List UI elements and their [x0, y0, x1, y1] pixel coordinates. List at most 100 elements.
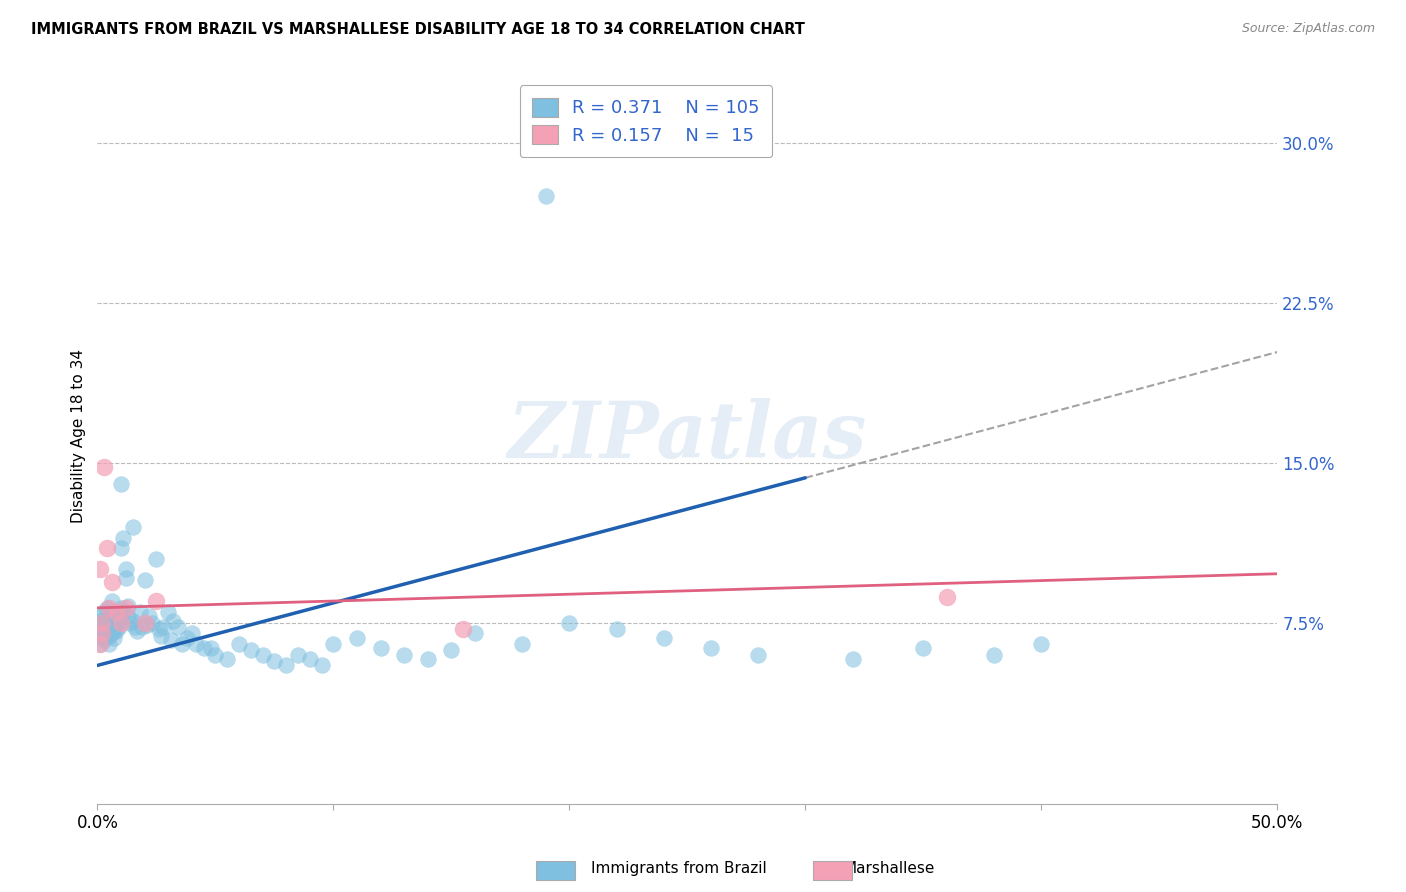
Point [110, 541, 132, 556]
Point [263, 654, 285, 668]
Point [107, 615, 129, 630]
Point [510, 637, 533, 651]
Point [89, 631, 111, 645]
Point [91, 629, 114, 643]
Point [121, 520, 143, 534]
Point [176, 631, 198, 645]
Point [134, 615, 156, 630]
Point [98, 629, 121, 643]
Point [558, 615, 581, 630]
Point [180, 626, 202, 640]
Point [392, 648, 415, 662]
Point [89, 637, 111, 651]
Point [100, 626, 122, 640]
Point [112, 605, 135, 619]
Point [150, 629, 173, 643]
Point [96, 600, 118, 615]
Point [93, 626, 115, 640]
Point [96, 620, 118, 634]
Point [162, 614, 184, 628]
Point [145, 551, 167, 566]
Point [100, 575, 122, 590]
Point [127, 624, 149, 639]
Text: Immigrants from Brazil: Immigrants from Brazil [591, 861, 766, 876]
Point [103, 631, 125, 645]
Point [100, 605, 122, 619]
Point [166, 620, 188, 634]
Point [204, 648, 226, 662]
Point [120, 615, 142, 630]
Point [464, 626, 486, 640]
Point [186, 637, 208, 651]
Point [93, 632, 115, 647]
Point [100, 614, 122, 628]
Point [322, 637, 344, 651]
Point [121, 614, 143, 628]
Point [105, 605, 128, 619]
Point [91, 615, 114, 630]
Point [200, 641, 222, 656]
Point [912, 641, 935, 656]
Point [98, 615, 121, 630]
Point [96, 629, 118, 643]
Point [370, 641, 392, 656]
Point [89, 626, 111, 640]
Point [311, 658, 333, 673]
Point [105, 611, 128, 625]
Point [93, 620, 115, 634]
Point [148, 622, 170, 636]
Point [131, 620, 153, 634]
Point [89, 637, 111, 651]
Point [605, 622, 627, 636]
Point [105, 624, 128, 639]
Point [110, 477, 132, 491]
Point [110, 600, 132, 615]
Point [103, 609, 125, 624]
Point [141, 615, 163, 630]
Point [652, 631, 675, 645]
Point [983, 648, 1005, 662]
Point [239, 643, 262, 657]
Point [107, 607, 129, 622]
Point [100, 594, 122, 608]
Point [98, 609, 121, 624]
Point [110, 615, 132, 630]
Point [114, 562, 136, 576]
Text: Marshallese: Marshallese [844, 861, 935, 876]
Point [135, 618, 157, 632]
Y-axis label: Disability Age 18 to 34: Disability Age 18 to 34 [72, 350, 86, 524]
Point [138, 609, 160, 624]
Point [107, 620, 129, 634]
Point [91, 626, 114, 640]
Point [276, 658, 298, 673]
Point [159, 632, 181, 647]
Point [451, 622, 474, 636]
Point [91, 622, 114, 636]
Point [157, 605, 180, 619]
Point [298, 652, 321, 666]
Point [100, 620, 122, 634]
Point [128, 605, 150, 619]
Point [152, 620, 174, 634]
Point [93, 460, 115, 475]
Point [172, 637, 194, 651]
Point [112, 531, 135, 545]
Point [110, 609, 132, 624]
Point [287, 648, 309, 662]
Point [841, 652, 863, 666]
Legend: R = 0.371    N = 105, R = 0.157    N =  15: R = 0.371 N = 105, R = 0.157 N = 15 [520, 85, 772, 157]
Point [346, 631, 368, 645]
Point [89, 620, 111, 634]
Point [91, 609, 114, 624]
Point [700, 641, 723, 656]
Point [91, 624, 114, 639]
Text: ZIPatlas: ZIPatlas [508, 398, 868, 475]
Text: IMMIGRANTS FROM BRAZIL VS MARSHALLESE DISABILITY AGE 18 TO 34 CORRELATION CHART: IMMIGRANTS FROM BRAZIL VS MARSHALLESE DI… [31, 22, 804, 37]
Text: Source: ZipAtlas.com: Source: ZipAtlas.com [1241, 22, 1375, 36]
Point [96, 622, 118, 636]
Point [747, 648, 769, 662]
Point [252, 648, 274, 662]
Point [416, 652, 439, 666]
Point [91, 618, 114, 632]
Point [98, 622, 121, 636]
